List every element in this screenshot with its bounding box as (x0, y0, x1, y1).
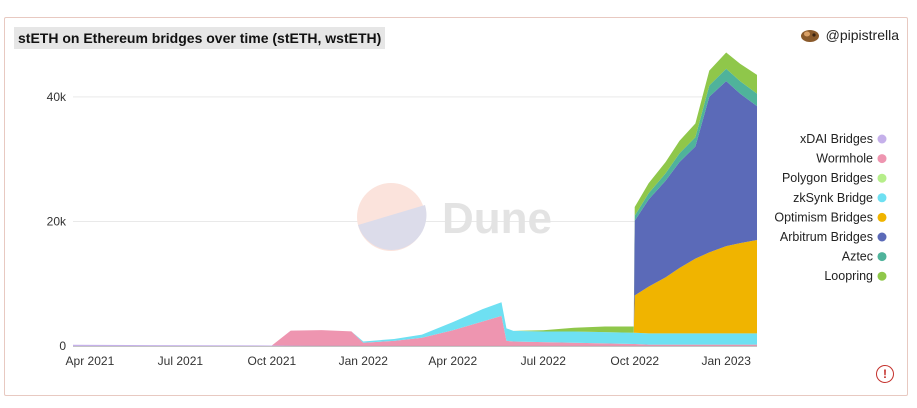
legend-dot[interactable] (877, 271, 887, 281)
x-tick-label: Jan 2022 (339, 354, 389, 368)
legend-dot[interactable] (877, 154, 887, 164)
legend-dot[interactable] (877, 173, 887, 183)
legend-label: zkSynk Bridge (793, 191, 873, 205)
legend-label: Optimism Bridges (774, 210, 873, 224)
x-tick-label: Apr 2021 (66, 354, 115, 368)
legend-dot[interactable] (877, 212, 887, 222)
warning-icon[interactable]: ! (876, 365, 894, 383)
legend-dot[interactable] (877, 252, 887, 262)
y-tick-label: 20k (47, 214, 67, 228)
x-tick-label: Jul 2021 (158, 354, 204, 368)
y-axis: 0 20k 40k (47, 90, 67, 353)
legend-label: Polygon Bridges (782, 171, 873, 185)
series-area-1[interactable] (73, 315, 757, 346)
x-tick-label: Jan 2023 (701, 354, 751, 368)
y-tick-label: 0 (59, 339, 66, 353)
chart-title: stETH on Ethereum bridges over time (stE… (14, 27, 386, 49)
legend-dot[interactable] (877, 193, 887, 203)
x-axis: Apr 2021 Jul 2021 Oct 2021 Jan 2022 Apr 2022… (66, 354, 752, 368)
series-area-3[interactable] (73, 302, 757, 346)
dune-watermark: Dune (357, 183, 552, 251)
dune-logo-lower-icon (358, 205, 427, 250)
author-link[interactable]: @pipistrella (800, 27, 899, 43)
x-tick-label: Apr 2022 (428, 354, 477, 368)
legend-dot[interactable] (877, 232, 887, 242)
x-tick-label: Jul 2022 (521, 354, 567, 368)
author-name: @pipistrella (825, 27, 899, 43)
legend-label: Wormhole (816, 152, 873, 166)
legend-label: Aztec (842, 250, 873, 264)
series-areas (73, 52, 757, 346)
x-tick-label: Oct 2021 (247, 354, 296, 368)
watermark-text: Dune (442, 194, 552, 243)
series-area-0[interactable] (73, 344, 757, 346)
legend-label: Arbitrum Bridges (780, 230, 873, 244)
legend: xDAI Bridges Wormhole Polygon Bridges zkSyn… (774, 132, 887, 283)
legend-dot[interactable] (877, 134, 887, 144)
legend-label: Loopring (824, 269, 873, 283)
author-avatar-icon (800, 30, 819, 42)
legend-label: xDAI Bridges (800, 132, 873, 146)
y-tick-label: 40k (47, 90, 67, 104)
x-tick-label: Oct 2022 (610, 354, 659, 368)
